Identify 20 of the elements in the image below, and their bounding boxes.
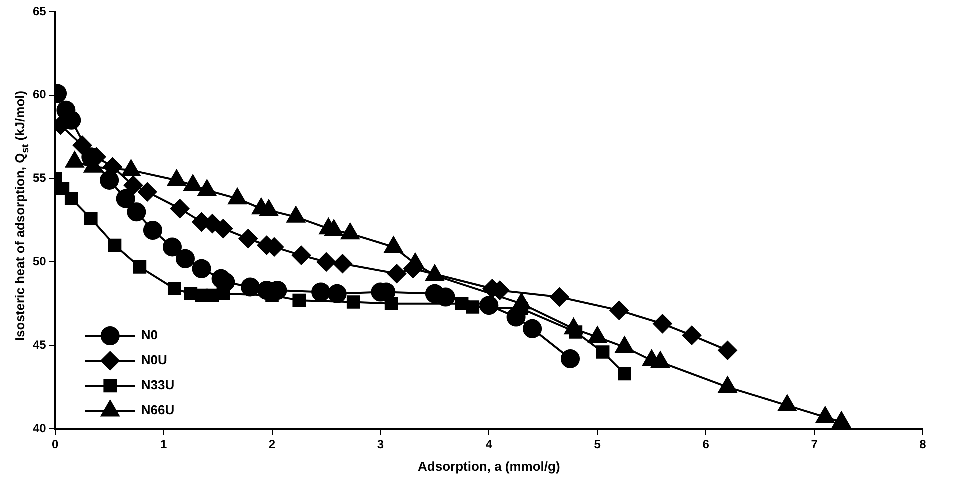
legend-label: N33U <box>141 378 175 393</box>
x-tick-label: 8 <box>920 438 927 452</box>
y-tick-label: 40 <box>32 421 47 436</box>
x-tick-label: 1 <box>160 438 168 452</box>
y-tick-label: 65 <box>32 4 47 18</box>
y-tick-label: 45 <box>32 338 47 352</box>
x-tick-label: 4 <box>486 438 493 452</box>
legend-label: N0 <box>141 328 158 343</box>
x-tick-label: 0 <box>52 438 60 452</box>
legend-label: N66U <box>141 402 175 418</box>
y-tick-label: 55 <box>32 171 47 186</box>
x-tick-label: 7 <box>811 438 818 452</box>
y-tick-label: 50 <box>32 254 47 269</box>
x-tick-label: 2 <box>268 438 276 452</box>
legend-label: N0U <box>141 352 168 368</box>
x-tick-label: 5 <box>594 438 602 452</box>
x-tick-label: 6 <box>702 438 710 452</box>
y-tick-label: 60 <box>32 88 47 102</box>
x-axis-title: Adsorption, a (mmol/g) <box>418 458 560 474</box>
x-tick-label: 3 <box>377 438 384 452</box>
